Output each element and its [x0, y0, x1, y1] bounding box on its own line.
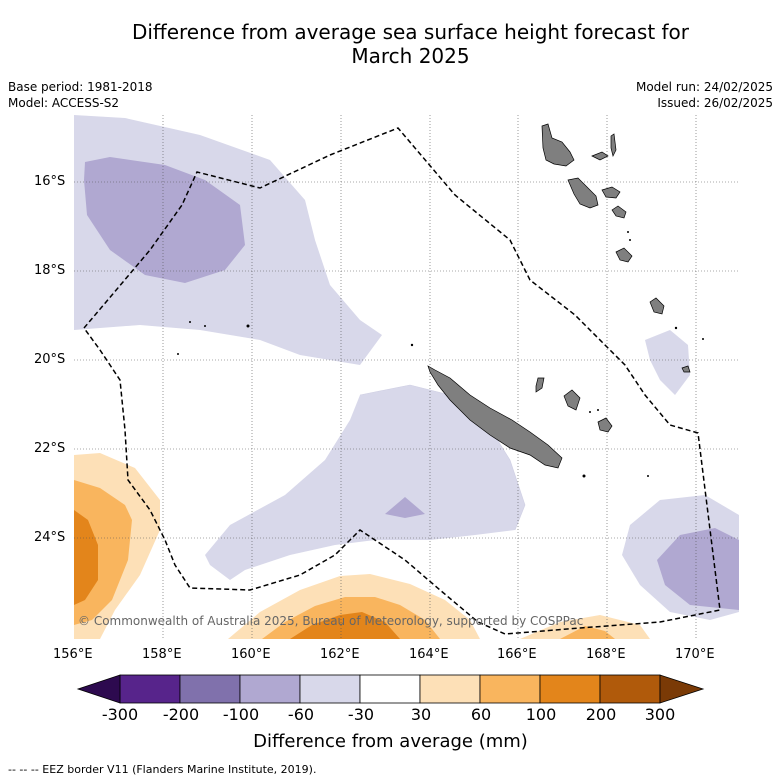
island-espiritu-santo	[541, 123, 575, 167]
lon-label-164e: 164°E	[409, 647, 449, 662]
copyright-notice: © Commonwealth of Australia 2025, Bureau…	[78, 614, 584, 628]
model-name: Model: ACCESS-S2	[8, 96, 120, 110]
title-line-1: Difference from average sea surface heig…	[131, 20, 690, 44]
island-lifou	[563, 389, 581, 411]
colorbar-title: Difference from average (mm)	[253, 731, 528, 752]
colorbar-tick-label: -30	[347, 705, 375, 724]
lon-label-162e: 162°E	[320, 647, 360, 662]
island-tanna	[615, 247, 633, 263]
colorbar-tick-label: 60	[470, 705, 492, 724]
lat-label-24s: 24°S	[34, 530, 66, 545]
lon-label-158e: 158°E	[142, 647, 182, 662]
island-matthew	[649, 297, 665, 315]
island-efate	[601, 186, 621, 199]
lon-label-168e: 168°E	[586, 647, 626, 662]
title-line-2: March 2025	[351, 44, 470, 68]
islands	[427, 123, 691, 469]
eez-footnote: -- -- -- EEZ border V11 (Flanders Marine…	[8, 763, 317, 776]
colorbar-tick-label: 30	[410, 705, 432, 724]
lat-label-16s: 16°S	[34, 174, 66, 189]
meta-left: Base period: 1981-2018 Model: ACCESS-S2	[8, 79, 153, 111]
colorbar-tick-label: 300	[644, 705, 676, 724]
colorbar-tick-label: -60	[287, 705, 315, 724]
small-islets	[177, 231, 704, 478]
colorbar-tick-label: 200	[585, 705, 617, 724]
map-area	[74, 115, 739, 639]
colorbar-swatch	[239, 674, 301, 704]
lat-label-20s: 20°S	[34, 352, 66, 367]
model-run: Model run: 24/02/2025	[635, 80, 773, 94]
colorbar-swatch	[179, 674, 241, 704]
colorbar-swatch	[419, 674, 481, 704]
island-malakula	[567, 177, 599, 209]
island-ouvea	[535, 377, 545, 393]
island-erromango	[611, 205, 627, 219]
issued-date: Issued: 26/02/2025	[657, 96, 773, 110]
lon-label-156e: 156°E	[53, 647, 93, 662]
gridlines	[74, 115, 739, 639]
colorbar-under-arrow	[76, 674, 121, 704]
colorbar	[76, 674, 705, 704]
lon-label-160e: 160°E	[231, 647, 271, 662]
lat-label-22s: 22°S	[34, 441, 66, 456]
colorbar-tick-label: -100	[222, 705, 260, 724]
lon-label-166e: 166°E	[497, 647, 537, 662]
colorbar-swatch	[359, 674, 421, 704]
eez-border	[83, 127, 721, 635]
colorbar-swatch	[299, 674, 361, 704]
meta-right: Model run: 24/02/2025 Issued: 26/02/2025	[636, 79, 773, 111]
colorbar-tick-label: -300	[101, 705, 139, 724]
contour-pos-bottom	[228, 574, 650, 639]
lon-label-170e: 170°E	[675, 647, 715, 662]
island-mare	[597, 417, 613, 433]
lat-label-18s: 18°S	[34, 263, 66, 278]
chart-title: Difference from average sea surface heig…	[40, 20, 781, 68]
colorbar-swatch	[539, 674, 601, 704]
colorbar-over-arrow	[659, 674, 705, 704]
colorbar-tick-label: 100	[525, 705, 557, 724]
island-ambae	[591, 151, 609, 161]
colorbar-swatch	[599, 674, 661, 704]
base-period: Base period: 1981-2018	[8, 80, 153, 94]
island-new-caledonia	[427, 365, 563, 469]
island-hunter	[681, 365, 691, 373]
colorbar-tick-label: -200	[162, 705, 200, 724]
contour-neg-medium	[84, 157, 739, 610]
colorbar-swatch	[119, 674, 181, 704]
island-maewo	[610, 133, 617, 158]
colorbar-swatch	[479, 674, 541, 704]
contour-pos-left	[74, 453, 160, 639]
